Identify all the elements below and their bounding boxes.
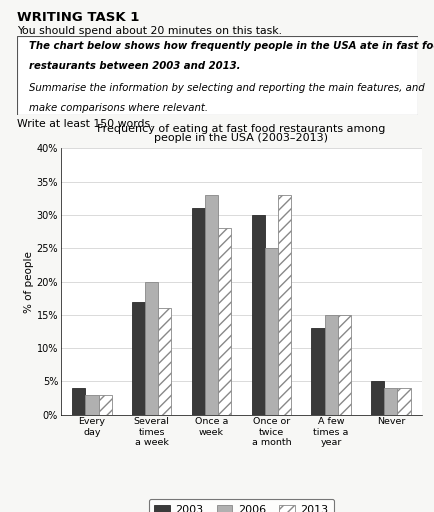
Bar	[85, 395, 99, 415]
Text: make comparisons where relevant.: make comparisons where relevant.	[30, 103, 208, 113]
Bar	[277, 195, 290, 415]
Bar	[324, 315, 337, 415]
FancyBboxPatch shape	[17, 36, 417, 115]
Bar	[383, 388, 397, 415]
Text: Write at least 150 words.: Write at least 150 words.	[17, 119, 154, 129]
Bar	[191, 208, 204, 415]
Y-axis label: % of people: % of people	[24, 251, 34, 312]
Bar	[132, 302, 145, 415]
Legend: 2003, 2006, 2013: 2003, 2006, 2013	[148, 499, 333, 512]
Text: WRITING TASK 1: WRITING TASK 1	[17, 11, 139, 24]
Bar	[204, 195, 217, 415]
Text: Frequency of eating at fast food restaurants among: Frequency of eating at fast food restaur…	[97, 124, 385, 134]
Bar	[158, 308, 171, 415]
Bar	[397, 388, 410, 415]
Text: restaurants between 2003 and 2013.: restaurants between 2003 and 2013.	[30, 61, 240, 71]
Text: The chart below shows how frequently people in the USA ate in fast food: The chart below shows how frequently peo…	[30, 41, 434, 51]
Text: people in the USA (2003–2013): people in the USA (2003–2013)	[154, 133, 328, 143]
Bar	[264, 248, 277, 415]
Text: Summarise the information by selecting and reporting the main features, and: Summarise the information by selecting a…	[30, 83, 424, 94]
Bar	[145, 282, 158, 415]
Bar	[370, 381, 383, 415]
Bar	[99, 395, 112, 415]
Bar	[217, 228, 231, 415]
Bar	[311, 328, 324, 415]
Bar	[337, 315, 350, 415]
Bar	[251, 215, 264, 415]
Bar	[72, 388, 85, 415]
Text: You should spend about 20 minutes on this task.: You should spend about 20 minutes on thi…	[17, 26, 282, 36]
